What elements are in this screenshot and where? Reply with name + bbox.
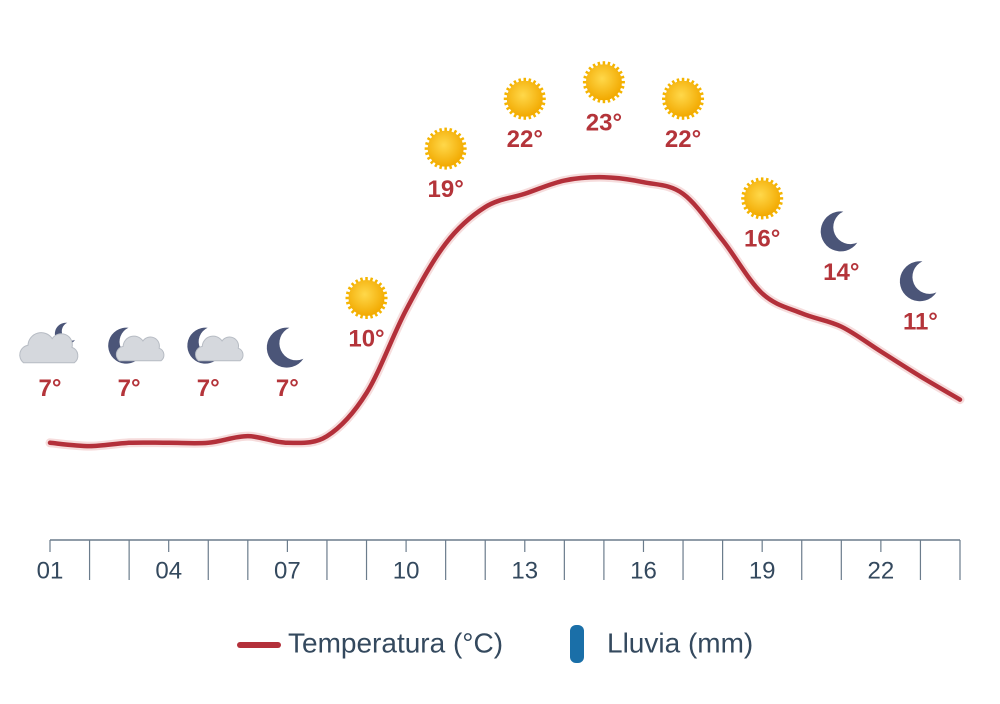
tick-label-bg bbox=[267, 552, 308, 582]
weather-icon bbox=[741, 177, 784, 220]
temperature-label: 7° bbox=[276, 375, 299, 402]
weather-icon bbox=[19, 322, 79, 364]
temperature-label: 7° bbox=[197, 375, 220, 402]
weather-icon bbox=[662, 77, 705, 120]
cloud bbox=[195, 335, 244, 362]
temperature-line bbox=[47, 174, 963, 449]
temperature-label: 11° bbox=[903, 309, 938, 336]
x-tick-label: 01 bbox=[37, 557, 64, 584]
weather-icon bbox=[108, 327, 165, 364]
temperature-label: 23° bbox=[586, 110, 622, 137]
x-tick-label: 19 bbox=[749, 557, 776, 584]
line-halo bbox=[45, 172, 965, 451]
legend: Temperatura (°C) Lluvia (mm) bbox=[237, 625, 753, 663]
sun bbox=[744, 180, 781, 217]
temperature-label: 22° bbox=[665, 126, 701, 153]
x-tick-label: 16 bbox=[630, 557, 657, 584]
sun bbox=[585, 64, 622, 101]
tick-label-bg bbox=[504, 552, 545, 582]
weather-icon bbox=[345, 277, 388, 319]
moon bbox=[820, 211, 858, 252]
sun bbox=[665, 80, 702, 117]
temperature-label: 7° bbox=[39, 375, 62, 402]
x-tick-label: 22 bbox=[868, 557, 895, 584]
weather-icons bbox=[19, 61, 937, 368]
legend-label: Temperatura (°C) bbox=[288, 627, 503, 658]
legend-label: Lluvia (mm) bbox=[607, 627, 753, 658]
weather-icon bbox=[187, 327, 244, 364]
cloud bbox=[19, 332, 79, 364]
temperature-label: 7° bbox=[118, 375, 141, 402]
weather-icon bbox=[899, 261, 937, 302]
x-tick-label: 10 bbox=[393, 557, 420, 584]
temperature-label: 16° bbox=[744, 226, 780, 253]
x-tick-label: 07 bbox=[274, 557, 301, 584]
weather-icon bbox=[503, 77, 546, 120]
temperature-label: 22° bbox=[507, 126, 543, 153]
weather-icon bbox=[820, 211, 858, 252]
moon bbox=[899, 261, 937, 302]
weather-icon bbox=[266, 327, 304, 368]
temperature-label: 10° bbox=[348, 325, 384, 352]
tick-label-bg bbox=[623, 552, 664, 582]
sun bbox=[506, 80, 543, 117]
x-tick-label: 04 bbox=[155, 557, 182, 584]
tick-label-bg bbox=[30, 552, 70, 582]
tick-label-bg bbox=[860, 552, 901, 582]
tick-label-bg bbox=[148, 552, 189, 582]
cloud bbox=[115, 335, 165, 362]
weather-icon bbox=[424, 127, 467, 170]
tick-label-bg bbox=[742, 552, 783, 582]
temperature-label: 14° bbox=[823, 259, 859, 286]
temperature-label: 19° bbox=[428, 176, 464, 203]
tick-label-bg bbox=[386, 552, 427, 582]
sun bbox=[348, 280, 385, 316]
sun bbox=[427, 130, 464, 167]
x-tick-label: 13 bbox=[511, 557, 538, 584]
legend-bar-swatch bbox=[570, 625, 584, 663]
moon bbox=[266, 327, 304, 368]
weather-icon bbox=[582, 61, 625, 104]
